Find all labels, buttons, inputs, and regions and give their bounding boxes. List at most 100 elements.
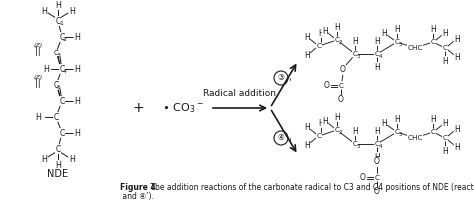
Text: H: H [304, 32, 310, 41]
Text: H: H [318, 119, 324, 127]
Text: C: C [443, 45, 447, 51]
Text: ④: ④ [278, 133, 284, 142]
Text: CHC: CHC [407, 45, 423, 51]
Text: C: C [374, 141, 380, 147]
Text: H: H [430, 114, 436, 124]
Text: C: C [335, 37, 339, 43]
Text: O: O [338, 95, 344, 105]
Text: ': ' [288, 77, 290, 87]
Text: O: O [360, 173, 366, 183]
Text: H: H [374, 37, 380, 46]
Text: C: C [59, 129, 64, 138]
Text: C: C [59, 97, 64, 105]
Text: H: H [352, 127, 358, 135]
Text: H: H [334, 113, 340, 121]
Text: C: C [338, 83, 344, 89]
Text: H: H [442, 119, 448, 127]
Text: H: H [304, 140, 310, 149]
Text: C: C [54, 81, 59, 89]
Text: H: H [454, 124, 460, 133]
Text: C: C [54, 50, 58, 56]
Text: C: C [59, 65, 64, 73]
Text: H: H [74, 97, 80, 105]
Text: 3: 3 [57, 53, 61, 58]
Text: C: C [430, 39, 436, 45]
Text: ||: || [35, 78, 41, 87]
Text: H: H [442, 146, 448, 156]
Text: 3: 3 [356, 144, 360, 149]
Text: C: C [394, 129, 400, 135]
Text: 4: 4 [378, 54, 382, 59]
Text: H: H [304, 122, 310, 132]
Text: H: H [74, 32, 80, 41]
Text: H: H [454, 35, 460, 43]
Text: H: H [352, 37, 358, 46]
Text: C: C [55, 145, 61, 154]
Text: C: C [335, 127, 339, 133]
Text: 2: 2 [63, 37, 67, 42]
Text: H: H [381, 119, 387, 127]
Text: Radical addition: Radical addition [203, 89, 276, 98]
Text: H: H [322, 116, 328, 125]
Text: ||: || [35, 46, 41, 56]
Text: O: O [324, 81, 330, 91]
Text: Figure 4.: Figure 4. [120, 184, 159, 192]
Text: C: C [394, 39, 400, 45]
Text: CHC: CHC [407, 135, 423, 141]
Text: H: H [394, 24, 400, 33]
Text: H: H [55, 160, 61, 170]
Text: H: H [55, 0, 61, 10]
Text: C: C [54, 113, 59, 121]
Text: H: H [69, 156, 75, 165]
Text: 4: 4 [63, 69, 67, 74]
Text: C: C [353, 141, 357, 147]
Text: H: H [43, 65, 49, 73]
Text: H: H [304, 51, 310, 59]
Text: C: C [59, 32, 64, 41]
Text: C: C [353, 51, 357, 57]
Text: H: H [430, 24, 436, 33]
Text: 4: 4 [378, 144, 382, 149]
Text: 2: 2 [338, 130, 342, 135]
Text: C: C [374, 51, 380, 57]
Text: H: H [442, 29, 448, 38]
Text: 5: 5 [398, 132, 402, 137]
Text: C: C [374, 175, 380, 181]
Text: ③: ③ [278, 73, 284, 82]
Text: H: H [374, 152, 380, 162]
Text: H: H [454, 143, 460, 151]
Text: 3: 3 [356, 54, 360, 59]
Text: C: C [55, 16, 61, 25]
Text: C: C [430, 129, 436, 135]
Text: H: H [374, 127, 380, 135]
Text: ': ' [288, 137, 290, 147]
Text: H: H [35, 113, 41, 121]
Text: H: H [74, 129, 80, 138]
Text: O: O [374, 187, 380, 197]
Text: C: C [317, 133, 321, 139]
Text: O: O [340, 65, 346, 75]
Text: The addition reactions of the carbonate radical to C3 and C4 positions of NDE (r: The addition reactions of the carbonate … [148, 184, 474, 192]
Text: H: H [374, 62, 380, 71]
Text: $\bullet$ CO$_3$$^-$: $\bullet$ CO$_3$$^-$ [162, 101, 204, 115]
Text: +: + [132, 101, 144, 115]
Text: H: H [74, 65, 80, 73]
Text: H: H [318, 29, 324, 38]
Text: C: C [443, 135, 447, 141]
Text: C: C [317, 43, 321, 49]
Text: NDE: NDE [47, 169, 69, 179]
Text: H: H [322, 27, 328, 35]
Text: (Z): (Z) [33, 75, 43, 79]
Text: 5: 5 [57, 85, 61, 90]
Text: H: H [69, 6, 75, 16]
Text: 1: 1 [59, 21, 63, 26]
Text: H: H [454, 52, 460, 62]
Text: and ④’).: and ④’). [120, 192, 154, 202]
Text: (Z): (Z) [33, 43, 43, 48]
Text: H: H [381, 29, 387, 38]
Text: O: O [374, 157, 380, 167]
Text: 5: 5 [398, 42, 402, 47]
Text: H: H [41, 6, 47, 16]
Text: H: H [334, 22, 340, 32]
Text: 2: 2 [338, 40, 342, 45]
